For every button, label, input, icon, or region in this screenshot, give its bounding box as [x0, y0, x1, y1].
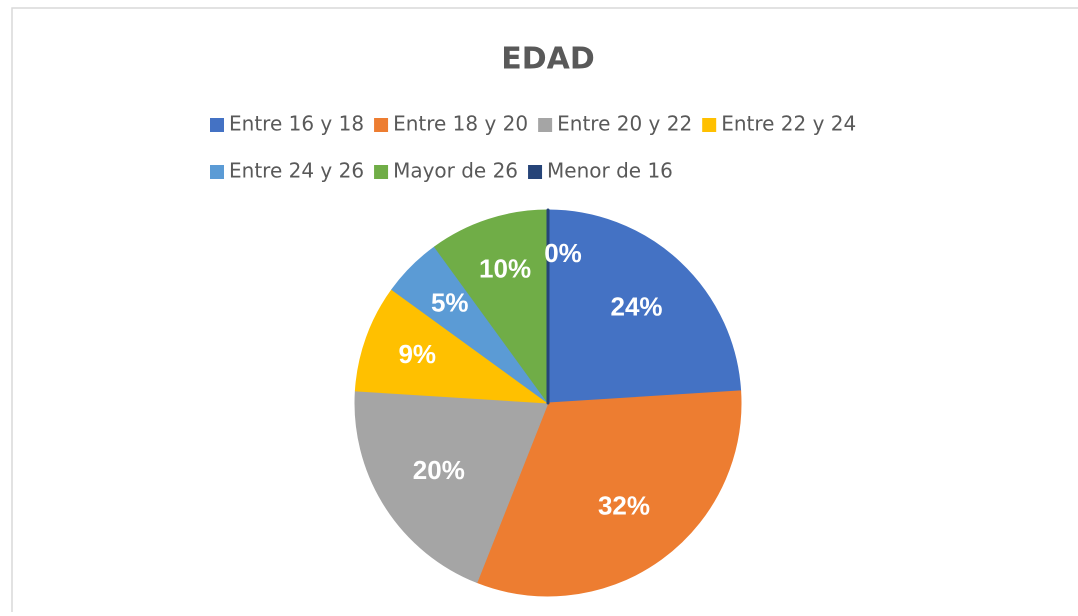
chart-title: EDAD [501, 42, 595, 77]
legend-label: Menor de 16 [547, 159, 673, 183]
legend-swatch [210, 165, 224, 179]
data-label: 9% [398, 339, 436, 369]
legend-swatch [538, 118, 553, 132]
data-label: 5% [431, 288, 469, 318]
legend-swatch [374, 118, 389, 132]
legend-swatch [374, 165, 389, 179]
data-label: 20% [413, 455, 465, 485]
data-label: 32% [598, 490, 650, 520]
pie-slice [547, 209, 742, 404]
pie-slice [476, 390, 742, 597]
legend-swatch [528, 165, 543, 179]
pie-slice [354, 390, 549, 583]
legend-label: Entre 22 y 24 [721, 112, 856, 136]
legend-label: Entre 16 y 18 [229, 112, 364, 136]
pie-slice [434, 209, 549, 404]
pie-slice [354, 289, 549, 404]
data-label: 24% [610, 292, 662, 322]
legend-label: Entre 18 y 20 [393, 112, 528, 136]
legend-label: Mayor de 26 [393, 159, 518, 183]
data-label: 0% [544, 238, 582, 268]
data-label: 10% [479, 254, 531, 284]
legend-label: Entre 24 y 26 [229, 159, 364, 183]
legend-label: Entre 20 y 22 [557, 112, 692, 136]
legend-swatch [210, 118, 224, 132]
legend-swatch [702, 118, 717, 132]
